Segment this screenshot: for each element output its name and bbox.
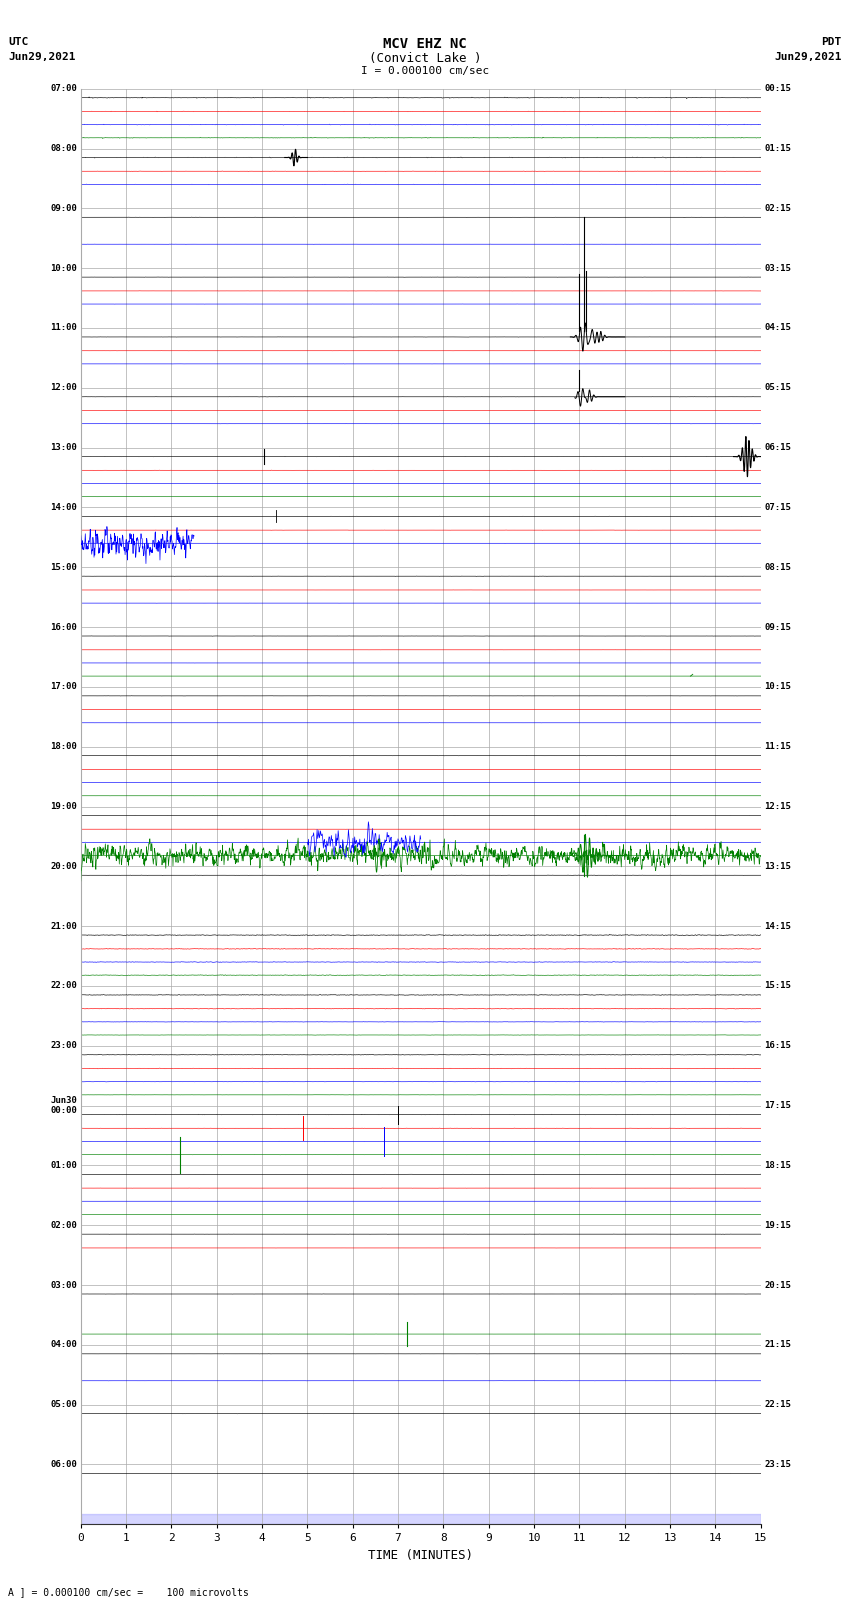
Text: 12:00: 12:00 [50, 384, 77, 392]
Text: 22:00: 22:00 [50, 981, 77, 990]
Text: 07:15: 07:15 [764, 503, 791, 511]
Text: 13:15: 13:15 [764, 861, 791, 871]
Text: 03:15: 03:15 [764, 263, 791, 273]
Text: 00:15: 00:15 [764, 84, 791, 94]
Text: 11:15: 11:15 [764, 742, 791, 752]
Bar [81, 1513, 761, 1524]
Text: PDT: PDT [821, 37, 842, 47]
Text: 01:15: 01:15 [764, 144, 791, 153]
Text: I = 0.000100 cm/sec: I = 0.000100 cm/sec [361, 66, 489, 76]
Text: Jun29,2021: Jun29,2021 [774, 52, 842, 61]
X-axis label: TIME (MINUTES): TIME (MINUTES) [368, 1548, 473, 1561]
Text: 16:00: 16:00 [50, 623, 77, 632]
Text: 13:00: 13:00 [50, 444, 77, 452]
Text: 20:00: 20:00 [50, 861, 77, 871]
Text: MCV EHZ NC: MCV EHZ NC [383, 37, 467, 52]
Text: 12:15: 12:15 [764, 802, 791, 811]
Text: 18:00: 18:00 [50, 742, 77, 752]
Text: 06:15: 06:15 [764, 444, 791, 452]
Text: 11:00: 11:00 [50, 324, 77, 332]
Text: 05:15: 05:15 [764, 384, 791, 392]
Text: Jun29,2021: Jun29,2021 [8, 52, 76, 61]
Text: 10:15: 10:15 [764, 682, 791, 692]
Text: 15:00: 15:00 [50, 563, 77, 571]
Text: 15:15: 15:15 [764, 981, 791, 990]
Text: 07:00: 07:00 [50, 84, 77, 94]
Text: 09:15: 09:15 [764, 623, 791, 632]
Text: 05:00: 05:00 [50, 1400, 77, 1410]
Text: 06:00: 06:00 [50, 1460, 77, 1469]
Text: 18:15: 18:15 [764, 1161, 791, 1169]
Text: A ] = 0.000100 cm/sec =    100 microvolts: A ] = 0.000100 cm/sec = 100 microvolts [8, 1587, 249, 1597]
Text: UTC: UTC [8, 37, 29, 47]
Text: 21:15: 21:15 [764, 1340, 791, 1350]
Text: 04:00: 04:00 [50, 1340, 77, 1350]
Text: 17:15: 17:15 [764, 1102, 791, 1110]
Text: 19:00: 19:00 [50, 802, 77, 811]
Text: 04:15: 04:15 [764, 324, 791, 332]
Text: 19:15: 19:15 [764, 1221, 791, 1229]
Text: 23:15: 23:15 [764, 1460, 791, 1469]
Text: 01:00: 01:00 [50, 1161, 77, 1169]
Text: 23:00: 23:00 [50, 1042, 77, 1050]
Text: 02:15: 02:15 [764, 203, 791, 213]
Text: 16:15: 16:15 [764, 1042, 791, 1050]
Text: 03:00: 03:00 [50, 1281, 77, 1289]
Text: 21:00: 21:00 [50, 921, 77, 931]
Text: 14:00: 14:00 [50, 503, 77, 511]
Text: 10:00: 10:00 [50, 263, 77, 273]
Text: 09:00: 09:00 [50, 203, 77, 213]
Text: 22:15: 22:15 [764, 1400, 791, 1410]
Text: 20:15: 20:15 [764, 1281, 791, 1289]
Text: 02:00: 02:00 [50, 1221, 77, 1229]
Text: 08:00: 08:00 [50, 144, 77, 153]
Text: Jun30
00:00: Jun30 00:00 [50, 1095, 77, 1115]
Text: 17:00: 17:00 [50, 682, 77, 692]
Text: (Convict Lake ): (Convict Lake ) [369, 52, 481, 65]
Text: 08:15: 08:15 [764, 563, 791, 571]
Text: 14:15: 14:15 [764, 921, 791, 931]
